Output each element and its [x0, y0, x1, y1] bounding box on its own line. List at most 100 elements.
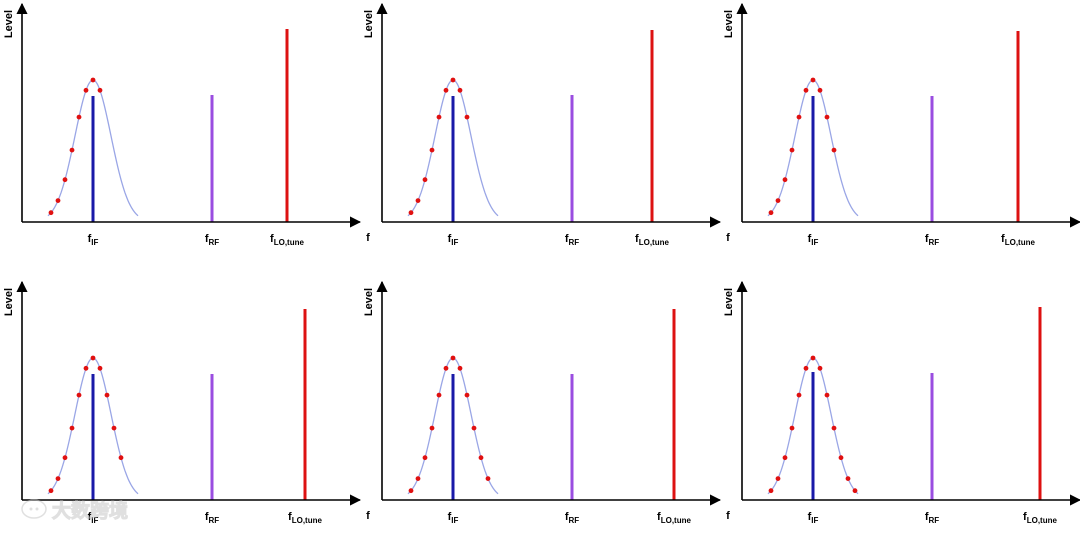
sweep-point	[450, 77, 456, 83]
sweep-point	[90, 77, 96, 83]
f-if-label-base: f	[88, 233, 92, 245]
f-rf-label-base: f	[205, 511, 209, 523]
sweep-point	[831, 425, 837, 431]
f-lo-tune-label-base: f	[1023, 511, 1027, 523]
f-if-label-subscript: IF	[811, 238, 818, 247]
f-if-label-base: f	[88, 511, 92, 523]
f-lo-tune-label: fLO,tune	[657, 511, 691, 525]
sweep-point	[817, 87, 823, 93]
sweep-point	[789, 147, 795, 153]
f-lo-tune-label-base: f	[635, 233, 639, 245]
sweep-point	[69, 425, 75, 431]
f-lo-tune-label-subscript: LO,tune	[274, 238, 305, 247]
f-rf-label: fRF	[565, 511, 579, 525]
f-lo-tune-label: fLO,tune	[270, 233, 304, 247]
f-rf-label: fRF	[925, 511, 939, 525]
f-rf-label: fRF	[205, 511, 219, 525]
f-lo-tune-label-subscript: LO,tune	[292, 516, 323, 525]
sweep-point	[852, 488, 858, 494]
f-rf-label-subscript: RF	[209, 516, 220, 525]
f-if-label-base: f	[448, 511, 452, 523]
sweep-point	[111, 425, 117, 431]
sweep-point	[62, 177, 68, 183]
sweep-point	[478, 455, 484, 461]
f-rf-label-subscript: RF	[929, 238, 940, 247]
f-if-label-subscript: IF	[451, 238, 458, 247]
watermark-text: 大数跨境	[52, 499, 128, 522]
logo-dot-left	[29, 507, 33, 511]
sweep-point	[408, 488, 414, 494]
y-axis-label: Level	[3, 288, 15, 316]
logo-bubble-shape	[21, 499, 47, 519]
sweep-point	[436, 392, 442, 398]
f-if-label-subscript: IF	[811, 516, 818, 525]
x-axis-label: f	[366, 510, 370, 522]
sweep-point	[782, 177, 788, 183]
sweep-point	[55, 198, 61, 204]
sweep-point	[76, 114, 82, 120]
y-axis-label: Level	[363, 10, 375, 38]
x-axis-label: f	[726, 510, 730, 522]
sweep-point	[90, 355, 96, 361]
sweep-point	[422, 455, 428, 461]
f-if-label-base: f	[808, 233, 812, 245]
f-if-label-subscript: IF	[91, 516, 98, 525]
f-if-label: fIF	[88, 233, 99, 247]
f-rf-label-base: f	[925, 233, 929, 245]
sweep-point	[810, 77, 816, 83]
sweep-point	[48, 488, 54, 494]
sweep-point	[775, 476, 781, 481]
x-axis-label: f	[726, 232, 730, 244]
f-rf-label-base: f	[205, 233, 209, 245]
f-rf-label-base: f	[565, 233, 569, 245]
sweep-point	[69, 147, 75, 153]
sweep-point	[796, 392, 802, 398]
x-axis-label: f	[366, 232, 370, 244]
y-axis-label: Level	[723, 288, 735, 316]
f-lo-tune-label-subscript: LO,tune	[1027, 516, 1058, 525]
sweep-point	[838, 455, 844, 461]
f-rf-label-subscript: RF	[929, 516, 940, 525]
y-axis-label: Level	[723, 10, 735, 38]
sweep-point	[436, 114, 442, 120]
f-lo-tune-label-base: f	[270, 233, 274, 245]
f-rf-label-base: f	[565, 511, 569, 523]
f-rf-label-subscript: RF	[569, 516, 580, 525]
sweep-point	[810, 355, 816, 361]
f-if-label-base: f	[808, 511, 812, 523]
sweep-point	[443, 87, 449, 93]
sweep-point	[464, 114, 470, 120]
sweep-point	[831, 147, 837, 153]
sweep-point	[415, 476, 421, 481]
watermark: 大数跨境	[21, 499, 129, 523]
sweep-point	[803, 87, 809, 93]
sweep-point	[76, 392, 82, 398]
sweep-point	[408, 210, 414, 216]
sweep-point	[118, 455, 124, 461]
f-if-label-base: f	[448, 233, 452, 245]
sweep-point	[789, 425, 795, 431]
sweep-point	[104, 392, 110, 398]
sweep-point	[55, 476, 61, 481]
f-lo-tune-label: fLO,tune	[1001, 233, 1035, 247]
f-rf-label-base: f	[925, 511, 929, 523]
f-rf-label: fRF	[925, 233, 939, 247]
f-if-label: fIF	[808, 233, 819, 247]
sweep-point	[62, 455, 68, 461]
y-axis-label: Level	[363, 288, 375, 316]
sweep-point	[457, 365, 463, 371]
f-rf-label-subscript: RF	[569, 238, 580, 247]
speech-bubble-logo-icon	[21, 499, 47, 519]
sweep-point	[768, 488, 774, 494]
sweep-point	[782, 455, 788, 461]
f-lo-tune-label-subscript: LO,tune	[1005, 238, 1036, 247]
f-if-label: fIF	[448, 511, 459, 525]
sweep-point	[415, 198, 421, 204]
sweep-point	[48, 210, 54, 216]
